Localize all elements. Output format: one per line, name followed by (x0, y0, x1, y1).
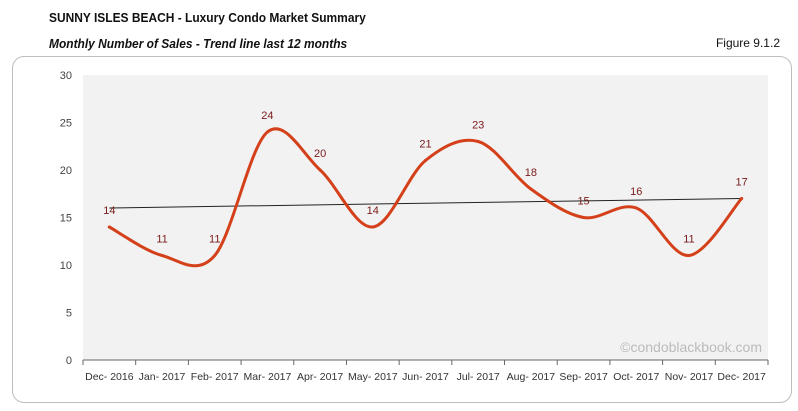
data-label: 14 (367, 205, 379, 217)
data-point (213, 254, 217, 257)
x-tick-label: Jun- 2017 (402, 371, 449, 383)
data-label: 20 (314, 148, 326, 160)
x-tick-label: Feb- 2017 (191, 371, 239, 383)
data-label: 11 (683, 234, 694, 246)
plot-area (83, 75, 768, 360)
x-tick-label: Aug- 2017 (507, 371, 556, 383)
x-tick-label: Apr- 2017 (297, 371, 343, 383)
x-tick-label: Sep- 2017 (559, 371, 608, 383)
data-point (160, 254, 164, 257)
data-label: 21 (419, 139, 431, 151)
y-tick-label: 30 (60, 70, 72, 82)
y-tick-label: 25 (60, 118, 72, 130)
x-tick-label: Dec- 2017 (717, 371, 766, 383)
data-label: 17 (736, 177, 748, 189)
data-point (687, 254, 691, 257)
x-tick-label: Oct- 2017 (613, 371, 659, 383)
chart-subtitle: Monthly Number of Sales - Trend line las… (49, 36, 348, 51)
data-label: 16 (630, 186, 642, 198)
data-point (529, 187, 533, 191)
data-point (582, 216, 586, 219)
watermark: ©condoblackbook.com (620, 339, 762, 355)
data-label: 24 (261, 110, 273, 122)
data-label: 15 (577, 196, 589, 208)
figure-number: Figure 9.1.2 (715, 36, 780, 50)
data-label: 18 (525, 167, 537, 179)
data-point (265, 130, 269, 134)
x-tick-label: Dec- 2016 (85, 371, 134, 383)
x-tick-label: Nov- 2017 (665, 371, 714, 383)
series-line (107, 127, 744, 268)
data-point (476, 140, 480, 143)
data-point (107, 225, 111, 229)
data-label: 14 (103, 205, 115, 217)
y-tick-label: 20 (60, 165, 72, 177)
x-tick-label: Mar- 2017 (243, 371, 291, 383)
y-tick-label: 15 (60, 213, 72, 225)
data-point (371, 225, 375, 229)
chart-frame (12, 56, 792, 403)
y-tick-label: 5 (66, 308, 72, 320)
data-label: 11 (209, 234, 220, 246)
x-tick-label: Jan- 2017 (139, 371, 186, 383)
x-tick-label: May- 2017 (348, 371, 398, 383)
x-tick-label: Jul- 2017 (457, 371, 500, 383)
data-point (634, 206, 638, 210)
data-point (740, 197, 744, 200)
y-tick-label: 10 (60, 260, 72, 272)
data-label: 11 (156, 234, 167, 246)
data-point (424, 159, 427, 162)
chart-title: SUNNY ISLES BEACH - Luxury Condo Market … (49, 10, 366, 25)
y-tick-label: 0 (66, 355, 72, 367)
trend-line (109, 198, 742, 209)
data-point (318, 168, 322, 172)
data-label: 23 (472, 120, 484, 132)
